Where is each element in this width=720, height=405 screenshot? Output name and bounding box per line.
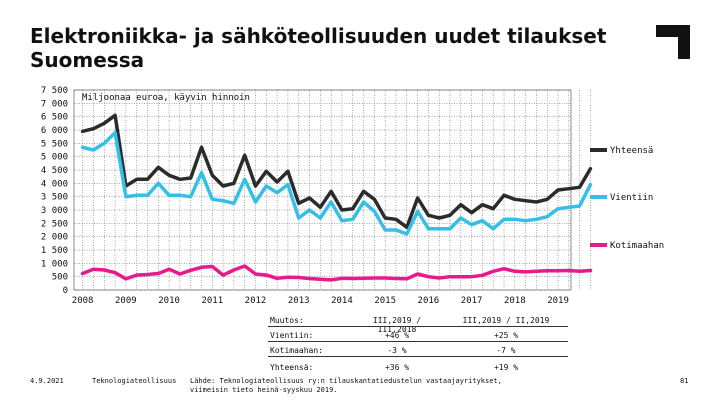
- y-tick-label: 5 500: [41, 139, 68, 149]
- legend-label: Vientiin: [610, 193, 653, 203]
- y-tick-label: 7 500: [41, 86, 68, 96]
- y-tick-label: 2 000: [41, 233, 68, 243]
- series-line-kotimaahan: [80, 264, 593, 282]
- table-header-label: Muutos:: [270, 316, 304, 325]
- footer-org: Teknologiateollisuus: [92, 377, 177, 385]
- x-tick-label: 2011: [201, 296, 223, 306]
- x-tick-label: 2015: [374, 296, 396, 306]
- y-tick-label: 5 000: [41, 153, 68, 163]
- x-tick-label: 2009: [115, 296, 137, 306]
- y-tick-label: 0: [63, 286, 68, 296]
- series-line-yhteensä: [80, 113, 593, 230]
- table-row-value: +25 %: [493, 331, 519, 340]
- legend-label: Kotimaahan: [610, 241, 664, 251]
- x-tick-label: 2014: [331, 296, 353, 306]
- footer-source: Lähde: Teknologiateollisuus ry:n tilausk…: [190, 377, 502, 395]
- table-row-value: +46 %: [384, 331, 410, 340]
- y-tick-label: 6 000: [41, 126, 68, 136]
- y-tick-label: 4 000: [41, 179, 68, 189]
- x-tick-label: 2008: [72, 296, 94, 306]
- footer-date: 4.9.2021: [30, 377, 64, 385]
- table-row-label: Vientiin:: [270, 331, 314, 340]
- chart-annotation: Miljoonaa euroa, käyvin hinnoin: [82, 93, 250, 103]
- footer-source-line2: viimeisin tieto heinä-syyskuu 2019.: [190, 386, 338, 394]
- series-line-vientiin: [80, 130, 593, 236]
- x-tick-label: 2017: [461, 296, 483, 306]
- y-tick-label: 500: [52, 273, 68, 283]
- x-tick-label: 2019: [547, 296, 569, 306]
- plot-frame: [73, 89, 572, 291]
- x-tick-label: 2018: [504, 296, 526, 306]
- y-tick-label: 3 000: [41, 206, 68, 216]
- page-title: Elektroniikka- ja sähköteollisuuden uude…: [30, 24, 607, 72]
- table-header-col2: III,2019 / II,2019: [462, 316, 550, 325]
- footer-page-number: 81: [680, 377, 689, 385]
- legend-label: Yhteensä: [610, 146, 653, 156]
- brand-logo: [656, 25, 690, 59]
- table-row-label: Yhteensä:: [270, 363, 314, 372]
- y-tick-label: 2 500: [41, 219, 68, 229]
- table-row-value: -3 %: [387, 346, 407, 355]
- x-tick-label: 2016: [418, 296, 440, 306]
- y-tick-label: 1 000: [41, 259, 68, 269]
- table-header-col1: III,2019 / III,2018: [372, 316, 422, 334]
- table-row-value: +19 %: [493, 363, 519, 372]
- y-tick-label: 4 500: [41, 166, 68, 176]
- x-tick-label: 2012: [245, 296, 267, 306]
- table-row-value: +36 %: [384, 363, 410, 372]
- y-tick-label: 3 500: [41, 193, 68, 203]
- x-tick-label: 2010: [158, 296, 180, 306]
- footer-source-line1: Lähde: Teknologiateollisuus ry:n tilausk…: [190, 377, 502, 385]
- x-tick-label: 2013: [288, 296, 310, 306]
- table-row-label: Kotimaahan:: [270, 346, 323, 355]
- y-tick-label: 6 500: [41, 113, 68, 123]
- y-tick-label: 1 500: [41, 246, 68, 256]
- table-row-value: -7 %: [496, 346, 516, 355]
- y-tick-label: 7 000: [41, 99, 68, 109]
